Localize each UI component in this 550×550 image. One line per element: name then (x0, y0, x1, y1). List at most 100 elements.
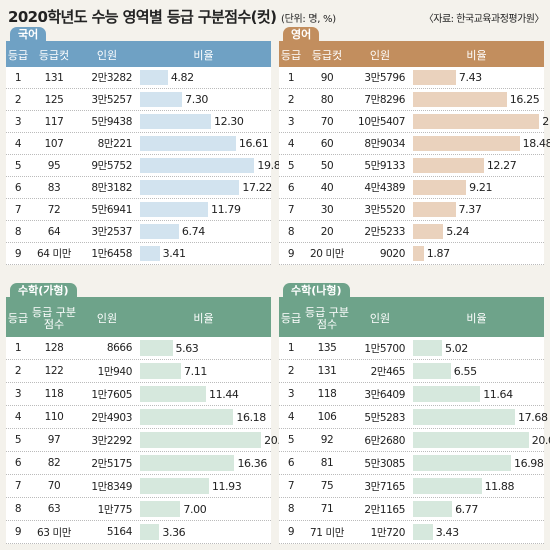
cut-score-cell: 110 (44, 411, 64, 423)
grade-cell: 1 (14, 342, 22, 354)
ratio-cell: 18.48 (409, 133, 550, 154)
ratio-cell: 7.43 (409, 67, 544, 88)
count-cell: 2만5233 (364, 226, 405, 238)
ratio-label: 3.43 (435, 525, 459, 539)
ratio-bar (140, 524, 160, 540)
ratio-label: 5.02 (444, 341, 468, 355)
ratio-bar (413, 455, 512, 471)
grade-cell: 2 (287, 93, 295, 106)
cut-score-cell: 122 (44, 365, 64, 377)
ratio-label: 7.37 (458, 203, 482, 216)
ratio-bar (140, 501, 181, 517)
ratio-bar (140, 478, 209, 494)
grade-cell: 4 (14, 137, 22, 150)
panel-korean: 국어 등급 등급컷 인원 비율 1 131 2만3282 4.82 2 125 3만5257 7.30 3… (6, 27, 287, 273)
count-cell: 8만221 (97, 138, 133, 150)
ratio-bar (140, 180, 240, 195)
header-count: 인원 (369, 311, 391, 325)
ratio-cell: 9.21 (409, 177, 544, 198)
ratio-label: 21.88 (542, 115, 550, 128)
table-header: 등급 등급 구분 점수 인원 비율 (279, 300, 544, 337)
count-cell: 8666 (106, 342, 133, 354)
count-cell: 5만5283 (364, 411, 405, 424)
ratio-label: 5.24 (446, 225, 470, 238)
table-row: 6 40 4만4389 9.21 (279, 177, 544, 199)
table-header: 등급 등급컷 인원 비율 (6, 44, 271, 67)
ratio-label: 5.63 (175, 341, 199, 355)
ratio-bar (413, 246, 424, 261)
ratio-label: 6.77 (455, 502, 478, 516)
header-ratio: 비율 (193, 311, 214, 325)
table-row: 1 128 8666 5.63 (6, 337, 271, 360)
count-cell: 1만8349 (91, 480, 132, 493)
count-cell: 3만2292 (91, 434, 132, 447)
header-ratio: 비율 (466, 48, 487, 62)
ratio-label: 16.25 (509, 93, 540, 106)
grade-cell: 6 (14, 457, 22, 469)
ratio-label: 11.64 (483, 387, 513, 401)
ratio-label: 9.21 (469, 181, 493, 194)
grade-cell: 7 (287, 203, 295, 216)
ratio-label: 16.61 (238, 137, 269, 150)
ratio-cell: 17.22 (136, 177, 272, 198)
cut-score-cell: 63 미만 (36, 526, 72, 539)
grade-cell: 1 (287, 342, 295, 354)
ratio-bar (140, 158, 255, 173)
cut-score-cell: 30 (320, 203, 334, 216)
count-cell: 1만5700 (364, 342, 405, 355)
cut-score-cell: 70 (320, 115, 334, 128)
ratio-cell: 16.61 (136, 133, 271, 154)
panel-title-tab: 영어 (283, 27, 320, 42)
ratio-bar (140, 114, 211, 129)
grade-cell: 5 (14, 159, 22, 172)
data-table: 등급 등급 구분 점수 인원 비율 1 128 8666 5.63 2 122 1만940 7.11 3 1… (6, 297, 294, 544)
table-row: 6 82 2만5175 16.36 (6, 452, 271, 475)
table-row: 3 118 3만6409 11.64 (279, 383, 544, 406)
ratio-cell: 7.11 (136, 360, 271, 382)
ratio-bar (413, 501, 453, 517)
count-cell: 1만720 (370, 526, 406, 539)
ratio-label: 18.48 (522, 137, 550, 150)
ratio-cell: 11.64 (409, 383, 544, 405)
ratio-cell: 20.05 (409, 429, 550, 451)
ratio-label: 12.27 (486, 159, 517, 172)
source-note: 〈자료: 한국교육과정평가원〉 (423, 14, 545, 25)
cut-score-cell: 60 (320, 137, 334, 150)
header-ratio: 비율 (466, 311, 487, 325)
header-grade: 등급 (6, 44, 30, 67)
ratio-bar (140, 455, 235, 471)
ratio-cell: 4.82 (136, 67, 271, 88)
ratio-label: 7.30 (185, 93, 209, 106)
ratio-label: 6.74 (181, 225, 205, 238)
table-row: 3 117 5만9438 12.30 (6, 111, 271, 133)
count-cell: 10만5407 (358, 116, 405, 128)
ratio-label: 6.55 (453, 364, 477, 378)
ratio-label: 7.00 (183, 502, 207, 516)
table-row: 8 71 2만1165 6.77 (279, 498, 544, 521)
grade-cell: 3 (14, 388, 22, 400)
count-cell: 5164 (106, 526, 133, 538)
cut-score-cell: 83 (47, 181, 61, 194)
cut-score-cell: 64 미만 (36, 248, 72, 260)
grade-cell: 9 (14, 247, 22, 260)
ratio-bar (413, 70, 456, 85)
ratio-bar (413, 340, 442, 356)
cut-score-cell: 71 (320, 503, 334, 515)
count-cell: 6만2680 (364, 434, 405, 447)
panel-title-tab: 수학(가형) (10, 283, 77, 298)
grade-cell: 8 (14, 225, 22, 238)
ratio-cell: 11.93 (136, 475, 271, 497)
ratio-bar (140, 386, 207, 402)
grade-cell: 5 (287, 159, 295, 172)
count-cell: 8만9034 (364, 138, 405, 150)
count-cell: 2만1165 (364, 503, 405, 516)
cut-score-cell: 64 (47, 225, 61, 238)
cut-score-cell: 92 (320, 434, 334, 446)
panel-math-ga: 수학(가형) 등급 등급 구분 점수 인원 비율 1 128 8666 5.63 2 122 1만940… (6, 283, 294, 545)
table-row: 7 70 1만8349 11.93 (6, 475, 271, 498)
table-row: 5 92 6만2680 20.05 (279, 429, 550, 452)
table-row: 9 63 미만 5164 3.36 (6, 521, 271, 544)
grade-cell: 6 (14, 181, 22, 194)
panel-math-na: 수학(나형) 등급 등급 구분 점수 인원 비율 1 135 1만5700 5.02 2 131 2만4… (279, 283, 550, 545)
ratio-bar (413, 92, 507, 107)
